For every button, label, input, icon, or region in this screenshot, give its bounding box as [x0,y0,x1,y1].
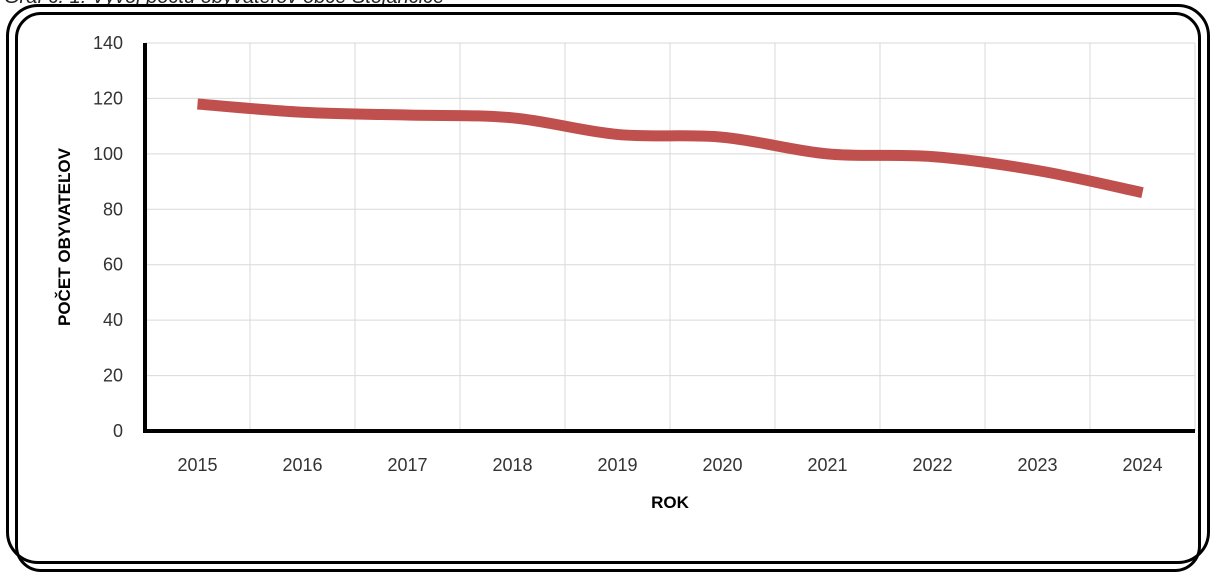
y-axis-title: POČET OBYVATEĽOV [55,147,74,326]
gridlines [145,42,1196,432]
series-line [197,98,1144,199]
x-tick-label: 2018 [492,455,532,475]
x-tick-label: 2020 [702,455,742,475]
y-tick-label: 80 [103,199,123,219]
x-tick-label: 2017 [387,455,427,475]
x-tick-label: 2023 [1017,455,1057,475]
x-tick-label: 2022 [912,455,952,475]
y-tick-label: 60 [103,255,123,275]
x-axis-title: ROK [651,493,690,512]
y-tick-label: 20 [103,366,123,386]
y-tick-label: 0 [113,421,123,441]
x-tick-label: 2015 [177,455,217,475]
x-tick-label: 2016 [282,455,322,475]
x-tick-label: 2024 [1122,455,1162,475]
y-tick-label: 40 [103,310,123,330]
y-tick-labels: 0 20 40 60 80 100 120 140 [93,33,123,441]
y-tick-label: 140 [93,33,123,53]
x-tick-label: 2021 [807,455,847,475]
y-tick-label: 120 [93,88,123,108]
x-tick-labels: 2015 2016 2017 2018 2019 2020 2021 2022 2023 2024 [177,455,1162,475]
x-tick-label: 2019 [597,455,637,475]
y-tick-label: 100 [93,144,123,164]
